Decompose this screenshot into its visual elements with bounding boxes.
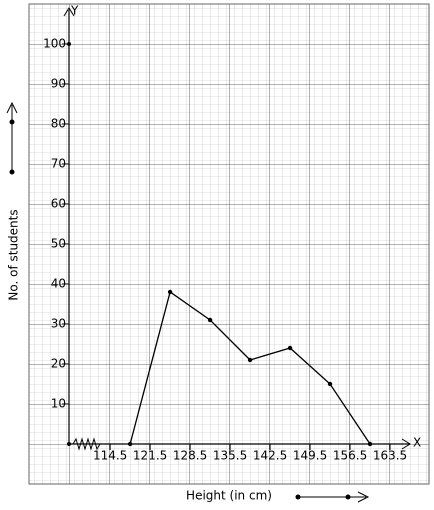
y-tick-label: 40 xyxy=(51,277,66,291)
data-point xyxy=(247,357,253,363)
data-point xyxy=(287,345,293,351)
x-tick-label: 135.5 xyxy=(213,449,247,463)
x-arrow xyxy=(401,438,411,450)
x-tick-label: 149.5 xyxy=(293,449,327,463)
origin-dot xyxy=(67,442,71,446)
y-tick-label: 10 xyxy=(51,397,66,411)
data-point xyxy=(367,441,373,447)
y-tick-label: 100 xyxy=(43,37,66,51)
x-tick-label: 156.5 xyxy=(333,449,367,463)
x-axis-letter: X xyxy=(413,436,421,450)
y-tick-label: 80 xyxy=(51,117,66,131)
y-tick-label: 60 xyxy=(51,197,66,211)
x-axis-title: Height (in cm) xyxy=(186,489,272,503)
decorative-arrows xyxy=(6,101,370,503)
data-point xyxy=(207,317,213,323)
y-tick-label: 20 xyxy=(51,357,66,371)
y-axis-letter: Y xyxy=(70,4,79,18)
x-tick-label: 163.5 xyxy=(373,449,407,463)
y-tick-label: 50 xyxy=(51,237,66,251)
data-point xyxy=(327,381,333,387)
data-point xyxy=(127,441,133,447)
x-tick-label: 142.5 xyxy=(253,449,287,463)
x-tick-label: 128.5 xyxy=(173,449,207,463)
y-tick-label: 30 xyxy=(51,317,66,331)
y-tick-label: 90 xyxy=(51,77,66,91)
axis-break xyxy=(72,437,101,451)
data-point xyxy=(167,289,173,295)
x-tick-label: 121.5 xyxy=(133,449,167,463)
graph-paper xyxy=(28,3,430,485)
y-tick-label: 70 xyxy=(51,157,66,171)
y-axis-title: No. of students xyxy=(7,209,21,300)
y-arrow xyxy=(63,7,75,17)
x-tick-label: 114.5 xyxy=(93,449,127,463)
